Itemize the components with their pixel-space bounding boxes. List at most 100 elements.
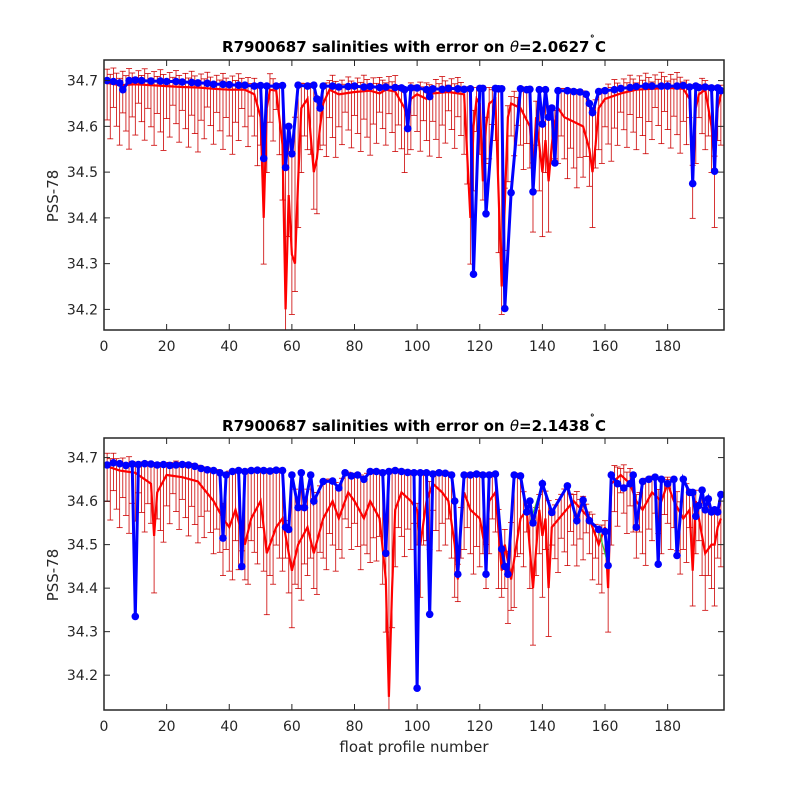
x-tick-label: 20	[158, 339, 176, 355]
float-data-point	[247, 466, 255, 475]
float-data-point	[469, 270, 478, 279]
float-data-point	[422, 469, 431, 477]
float-data-point	[701, 506, 709, 514]
float-data-point	[695, 83, 703, 92]
float-data-point	[554, 86, 562, 95]
float-data-point	[203, 466, 212, 474]
float-data-point	[335, 83, 343, 91]
float-data-point	[228, 467, 237, 476]
float-data-point	[416, 469, 425, 477]
float-data-point	[316, 104, 324, 112]
float-data-point	[573, 516, 581, 525]
x-axis-label: float profile number	[339, 738, 489, 756]
float-data-point	[385, 467, 393, 476]
float-data-point	[632, 82, 641, 91]
float-data-point	[673, 551, 681, 560]
float-data-point	[156, 77, 165, 85]
float-data-point	[122, 461, 130, 470]
float-data-point	[466, 471, 475, 479]
float-data-point	[594, 87, 603, 96]
y-tick-label: 34.4	[67, 211, 98, 227]
float-data-point	[366, 82, 375, 91]
float-data-point	[717, 490, 724, 499]
float-data-point	[548, 104, 556, 112]
x-tick-label: 180	[654, 719, 681, 735]
x-tick-label: 20	[158, 719, 176, 735]
float-data-point	[435, 469, 443, 477]
float-data-point	[225, 80, 234, 89]
float-data-point	[632, 523, 641, 531]
float-data-point	[366, 467, 375, 476]
x-tick-label: 0	[100, 719, 109, 735]
reference-salinity-line	[106, 81, 722, 310]
float-data-point	[397, 467, 406, 476]
float-data-point	[413, 684, 421, 692]
float-data-point	[522, 508, 531, 516]
float-data-point	[563, 482, 572, 490]
float-data-point	[382, 549, 390, 558]
float-data-point	[209, 80, 218, 89]
float-data-point	[216, 469, 224, 477]
float-data-point	[585, 516, 594, 525]
float-data-point	[347, 472, 356, 480]
y-tick-label: 34.2	[67, 668, 98, 684]
float-data-point	[438, 85, 447, 94]
float-data-point	[319, 477, 328, 486]
float-data-point	[538, 120, 547, 128]
error-bars	[104, 452, 724, 710]
float-data-point	[191, 462, 199, 471]
bottom-subplot-title: R7900687 salinities with error on θ=2.14…	[222, 413, 606, 435]
float-data-point	[306, 471, 315, 479]
float-data-point	[657, 475, 666, 484]
y-tick-label: 34.3	[67, 257, 98, 273]
float-data-point	[353, 471, 362, 479]
float-data-point	[563, 86, 572, 95]
float-data-point	[115, 459, 124, 468]
float-data-point	[278, 81, 287, 90]
float-data-point	[626, 83, 634, 92]
float-data-point	[341, 469, 349, 477]
float-data-point	[140, 459, 149, 468]
top-subplot: R7900687 salinities with error on θ=2.06…	[44, 34, 725, 355]
float-data-point	[197, 464, 205, 473]
float-data-point	[328, 82, 337, 90]
float-data-point	[263, 82, 271, 90]
float-data-point	[187, 78, 196, 87]
float-data-point	[222, 471, 230, 479]
float-data-point	[607, 471, 616, 479]
float-data-point	[482, 570, 490, 578]
x-tick-label: 80	[346, 719, 364, 735]
float-data-point	[134, 460, 143, 469]
float-data-point	[328, 477, 337, 485]
float-data-point	[422, 85, 431, 94]
x-tick-label: 140	[529, 339, 556, 355]
float-data-point	[250, 82, 259, 90]
float-data-point	[485, 471, 494, 479]
float-data-point	[407, 84, 415, 92]
float-data-point	[698, 486, 706, 495]
float-data-point	[378, 469, 387, 477]
y-tick-label: 34.5	[67, 165, 98, 181]
float-data-point	[259, 154, 268, 163]
float-data-point	[616, 84, 625, 93]
float-data-point	[454, 570, 462, 578]
float-data-point	[104, 461, 111, 469]
float-data-point	[544, 113, 553, 121]
float-data-point	[685, 83, 694, 91]
float-data-point	[288, 150, 296, 158]
float-data-point	[266, 467, 274, 475]
float-data-point	[663, 82, 672, 90]
float-data-point	[516, 472, 525, 480]
float-data-point	[695, 501, 703, 510]
float-data-point	[153, 461, 161, 469]
float-data-point	[294, 503, 302, 512]
float-data-point	[538, 479, 547, 488]
float-data-point	[679, 81, 688, 90]
float-data-point	[310, 81, 318, 89]
float-data-point	[162, 77, 171, 86]
float-data-point	[510, 471, 518, 479]
float-data-point	[604, 561, 612, 570]
float-data-point	[444, 84, 453, 93]
float-data-point	[460, 471, 468, 479]
float-data-point	[638, 477, 647, 486]
